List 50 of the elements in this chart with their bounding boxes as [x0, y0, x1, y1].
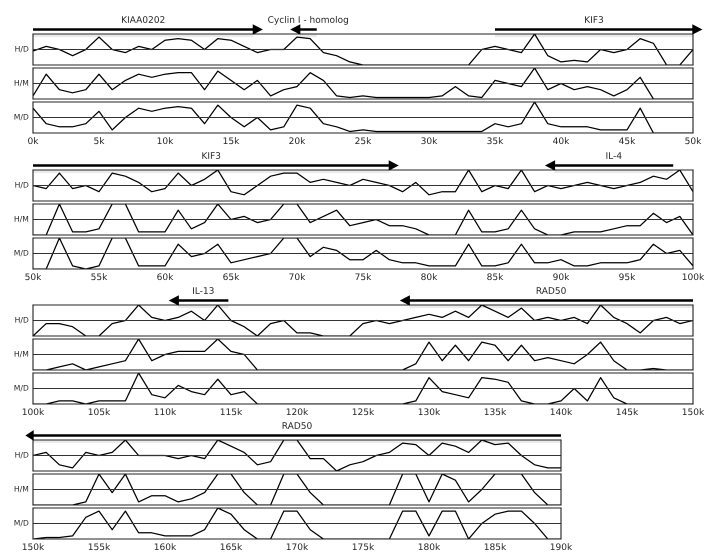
- x-tick-label: 95k: [619, 273, 636, 280]
- band-label: KIF3: [202, 152, 220, 159]
- x-tick-label: 80k: [421, 273, 438, 280]
- band-label: IL-4: [606, 152, 622, 159]
- band-label: KIAA0202: [122, 16, 164, 23]
- x-tick-label: 120k: [286, 408, 308, 416]
- x-tick-label: 15k: [224, 137, 240, 144]
- x-tick-label: 155k: [88, 543, 110, 550]
- x-tick-label: 35k: [487, 137, 504, 144]
- x-tick-label: 55k: [91, 273, 108, 280]
- x-tick-label: 125k: [352, 408, 374, 416]
- x-tick-label: 110k: [154, 408, 176, 416]
- x-tick-label: 25k: [355, 137, 372, 144]
- band-label: RAD50: [536, 287, 566, 294]
- x-tick-label: 50k: [25, 273, 42, 280]
- x-tick-label: 90k: [553, 273, 570, 280]
- x-tick-label: 105k: [88, 408, 110, 416]
- x-tick-label: 175k: [352, 543, 374, 550]
- x-tick-label: 0k: [28, 137, 38, 144]
- x-tick-label: 150k: [22, 543, 44, 550]
- x-tick-label: 140k: [550, 408, 572, 416]
- x-tick-label: 180k: [418, 543, 440, 550]
- x-tick-label: 160k: [154, 543, 176, 550]
- x-tick-label: 5k: [94, 137, 104, 144]
- x-tick-label: 130k: [418, 408, 440, 416]
- x-tick-label: 135k: [484, 408, 506, 416]
- x-tick-label: 185k: [484, 543, 506, 550]
- x-tick-label: 145k: [616, 408, 638, 416]
- x-tick-label: 165k: [220, 543, 242, 550]
- x-tick-label: 190k: [550, 543, 572, 550]
- x-tick-label: 150k: [682, 408, 704, 416]
- x-tick-label: 45k: [619, 137, 636, 144]
- band-label: Cyclin I - homolog: [268, 16, 348, 25]
- band-label: KIF3: [585, 16, 604, 23]
- x-tick-label: 170k: [286, 543, 308, 550]
- x-tick-label: 100k: [682, 273, 704, 280]
- x-tick-label: 85k: [487, 273, 504, 280]
- x-tick-label: 70k: [289, 273, 306, 280]
- x-tick-label: 60k: [157, 273, 174, 280]
- x-tick-label: 100k: [22, 408, 44, 416]
- band-label: IL-13: [193, 287, 214, 294]
- x-tick-label: 65k: [223, 273, 240, 280]
- band-label: RAD50: [282, 422, 312, 429]
- x-tick-label: 10k: [158, 137, 174, 144]
- x-tick-label: 30k: [421, 137, 438, 144]
- x-tick-label: 20k: [289, 137, 306, 144]
- x-tick-label: 50k: [685, 137, 702, 144]
- x-tick-label: 40k: [553, 137, 570, 144]
- x-tick-label: 115k: [220, 408, 242, 416]
- x-tick-label: 75k: [355, 273, 372, 280]
